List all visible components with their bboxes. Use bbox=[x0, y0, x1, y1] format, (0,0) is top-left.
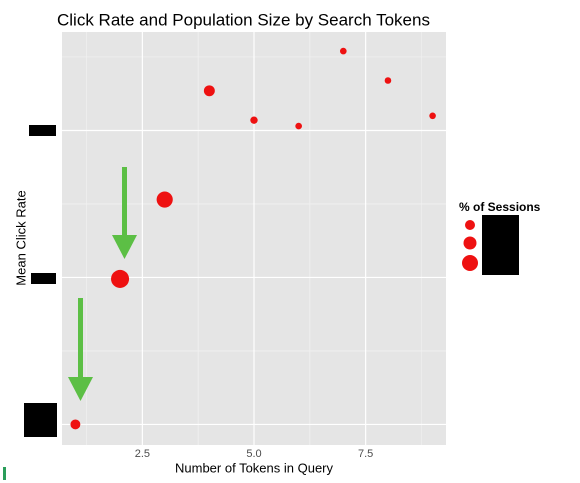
legend-title: % of Sessions bbox=[459, 200, 541, 214]
bubble bbox=[429, 112, 436, 120]
bubble bbox=[295, 122, 302, 130]
redaction bbox=[31, 273, 56, 284]
arrow-head bbox=[68, 377, 93, 401]
annotation-arrows bbox=[68, 167, 137, 401]
arrow-shaft bbox=[122, 167, 127, 235]
redaction bbox=[29, 125, 56, 136]
legend-key bbox=[462, 255, 478, 271]
redaction bbox=[24, 403, 57, 437]
bubble bbox=[340, 47, 347, 55]
marker bbox=[3, 467, 6, 480]
redaction bbox=[482, 215, 519, 275]
legend-key bbox=[463, 236, 477, 250]
bubble bbox=[250, 116, 258, 124]
bubble bbox=[111, 269, 130, 288]
bubble bbox=[70, 419, 81, 430]
arrow-shaft bbox=[78, 298, 83, 377]
arrow-head bbox=[112, 235, 137, 259]
bubble bbox=[156, 191, 173, 208]
x-tick-label: 7.5 bbox=[358, 448, 373, 460]
legend-key bbox=[465, 220, 475, 230]
x-axis-label: Number of Tokens in Query bbox=[175, 460, 333, 475]
x-tick-label: 5.0 bbox=[246, 448, 261, 460]
x-tick-label: 2.5 bbox=[135, 448, 150, 460]
grid bbox=[62, 32, 446, 445]
bubble bbox=[384, 77, 392, 84]
y-axis-label: Mean Click Rate bbox=[13, 190, 28, 285]
bubble bbox=[203, 85, 215, 97]
chart-title: Click Rate and Population Size by Search… bbox=[57, 10, 430, 29]
